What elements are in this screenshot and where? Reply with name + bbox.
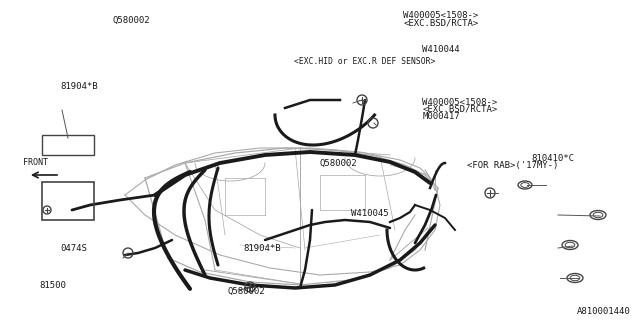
Text: Q580002: Q580002 (227, 287, 265, 296)
Text: 81500: 81500 (40, 281, 67, 290)
Text: W410045: W410045 (351, 209, 388, 218)
Text: W410044: W410044 (422, 45, 460, 54)
Text: 81904*B: 81904*B (61, 82, 99, 91)
Text: <EXC.BSD/RCTA>: <EXC.BSD/RCTA> (403, 19, 479, 28)
Text: <EXC.BSD/RCTA>: <EXC.BSD/RCTA> (422, 105, 498, 114)
Text: A810001440: A810001440 (577, 307, 630, 316)
Text: Q580002: Q580002 (320, 159, 358, 168)
Text: 0474S: 0474S (61, 244, 88, 253)
Text: <FOR RAB>('17MY-): <FOR RAB>('17MY-) (467, 161, 559, 170)
Text: W400005<1508->: W400005<1508-> (403, 12, 479, 20)
Text: 81904*B: 81904*B (243, 244, 281, 253)
Text: <EXC.HID or EXC.R DEF SENSOR>: <EXC.HID or EXC.R DEF SENSOR> (294, 57, 436, 66)
Text: Q580002: Q580002 (113, 16, 150, 25)
Text: 810410*C: 810410*C (531, 154, 574, 163)
Text: W400005<1508->: W400005<1508-> (422, 98, 498, 107)
Text: M000417: M000417 (422, 112, 460, 121)
Text: FRONT: FRONT (22, 158, 47, 167)
